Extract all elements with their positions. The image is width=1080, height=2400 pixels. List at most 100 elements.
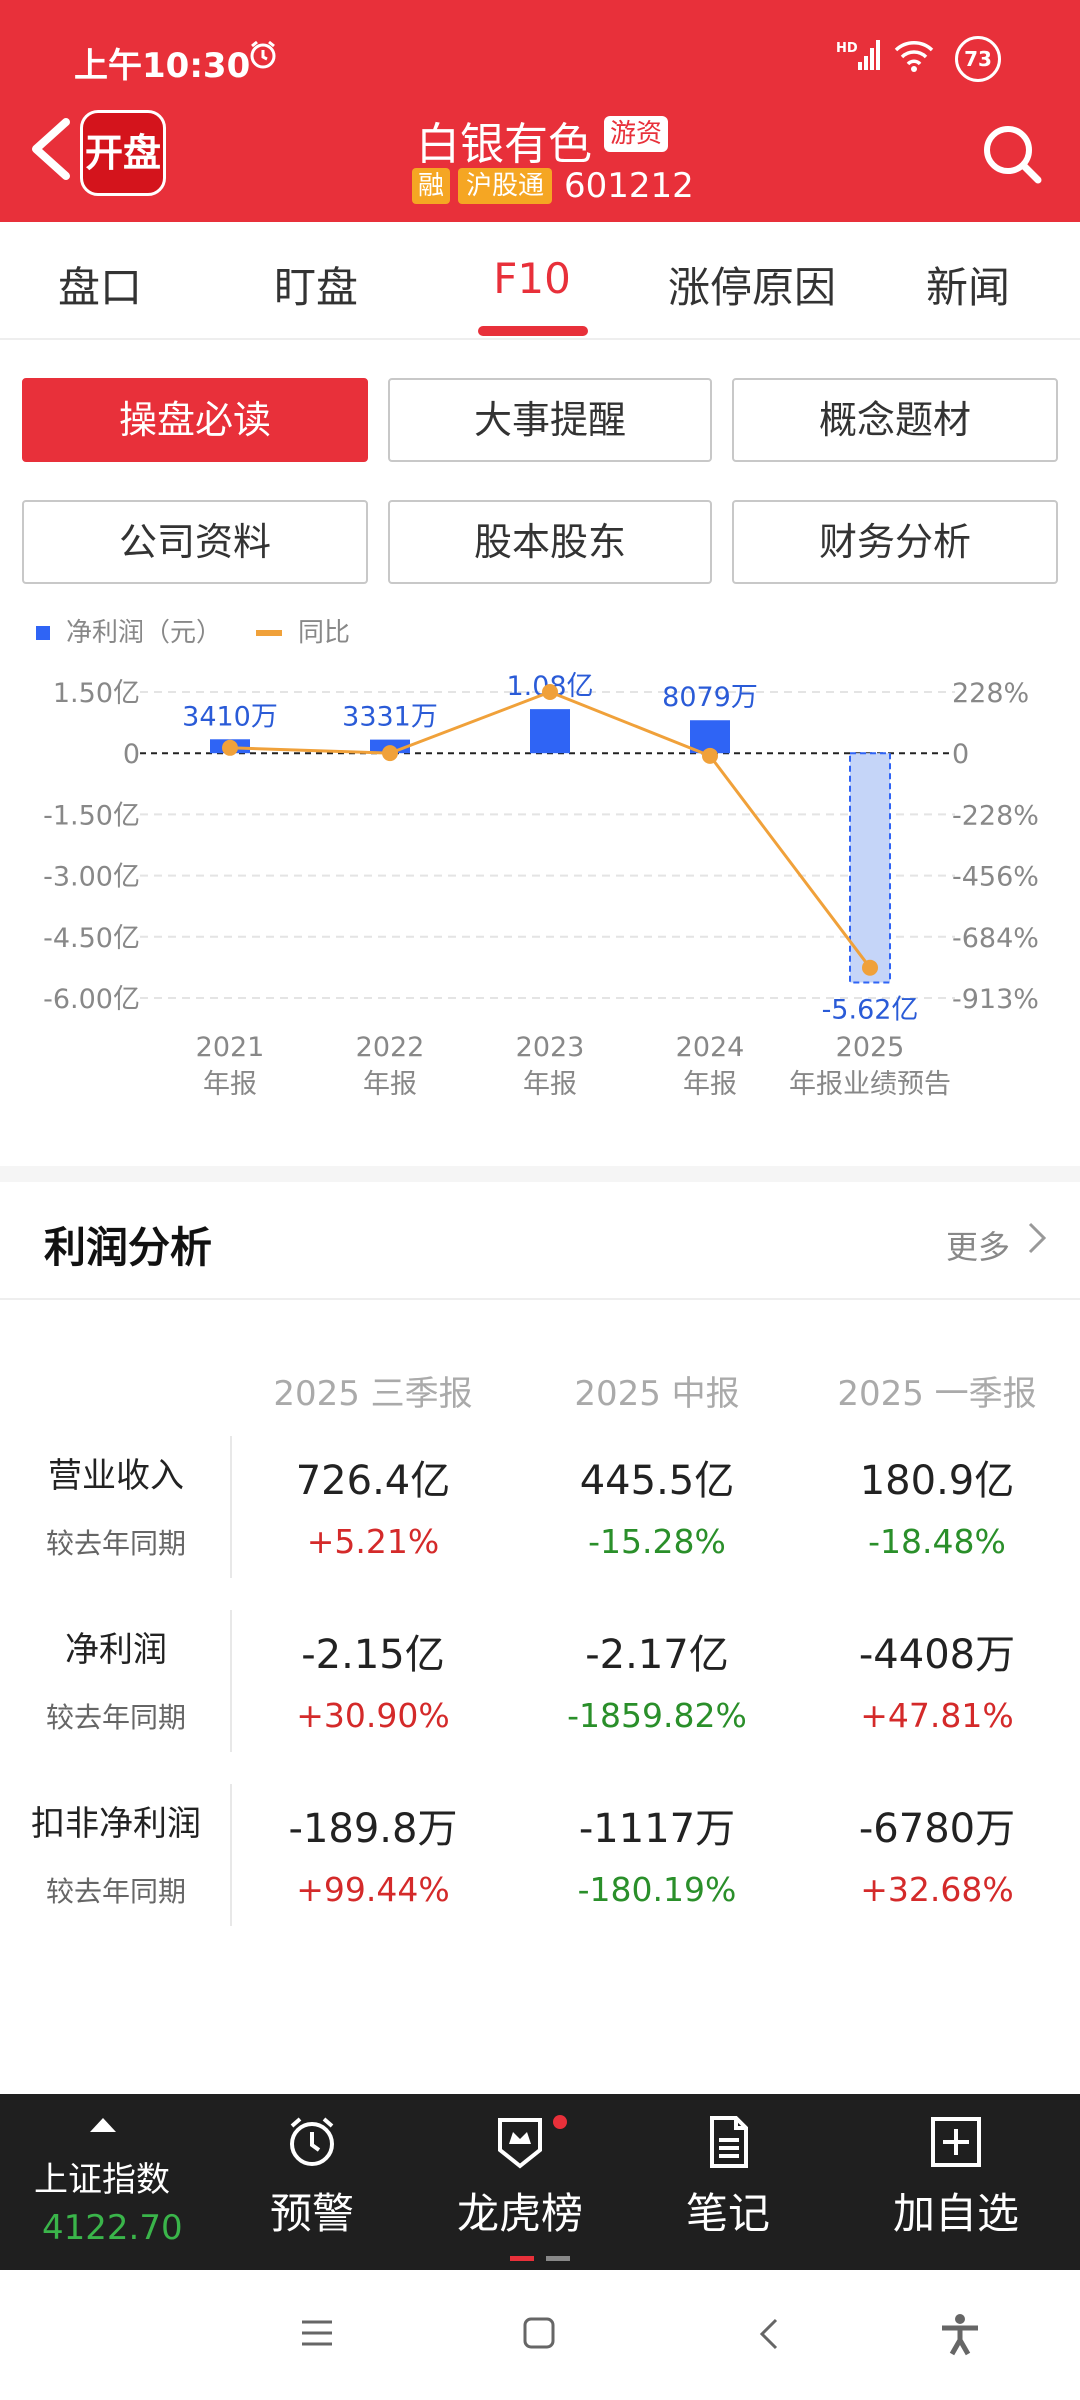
dragon-tiger-list-button[interactable]: 龙虎榜 [430,2094,610,2270]
y-right-tick: 0 [952,739,969,770]
cell-change: +99.44% [296,1870,450,1909]
stock-code: 601212 [564,166,694,206]
bar-net-profit [690,720,730,754]
cell-change: +47.81% [860,1696,1014,1735]
row-divider [230,1436,232,1578]
y-right-tick: -456% [952,862,1039,893]
signal-icon: HD [836,38,880,76]
y-left-tick: -4.50亿 [43,923,140,954]
tab-limit-up-reason[interactable]: 涨停原因 [667,263,836,312]
bar-data-label: 8079万 [662,682,758,713]
dragon-tiger-label: 龙虎榜 [456,2189,583,2238]
shanghai-connect-tag: 沪股通 [458,168,553,204]
add-watchlist-label: 加自选 [892,2189,1019,2238]
active-tab-indicator [478,326,588,336]
cell-change: +32.68% [860,1870,1014,1909]
cell-value: -189.8万 [288,1806,458,1852]
bar-data-label: -5.62亿 [822,994,919,1025]
cell-value: -2.15亿 [301,1632,445,1678]
bar-data-label: 3331万 [342,702,438,733]
wifi-icon [894,38,934,76]
y-left-tick: 1.50亿 [53,678,140,709]
yoy-point [702,747,718,764]
crown-shield-icon [492,2114,548,2174]
btn-event-reminder[interactable]: 大事提醒 [388,378,712,462]
row-sublabel: 较去年同期 [45,1527,186,1560]
btn-shareholders[interactable]: 股本股东 [388,500,712,584]
yoy-point [222,739,238,756]
system-nav-bar [0,2270,1080,2400]
search-icon [984,126,1042,184]
btn-financial-analysis[interactable]: 财务分析 [732,500,1058,584]
notes-label: 笔记 [685,2189,770,2238]
index-name: 上证指数 [34,2160,170,2200]
cell-change: -1859.82% [567,1696,747,1735]
more-link[interactable]: 更多 [946,1228,1011,1266]
y-right-tick: -684% [952,923,1039,954]
yoy-point [542,684,558,700]
x-tick-year: 2024 [676,1032,745,1063]
menu-icon[interactable] [300,2318,334,2352]
chevron-right-icon[interactable] [1024,1218,1050,1262]
tab-f10[interactable]: F10 [493,254,571,303]
index-value: 4122.70 [42,2208,183,2248]
pager-indicator [546,2256,570,2261]
home-icon[interactable] [522,2316,556,2354]
notes-button[interactable]: 笔记 [638,2094,818,2270]
tab-divider [0,338,1080,340]
margin-tag: 融 [412,168,451,204]
legend-swatch-net-profit [36,626,50,640]
column-header: 2025 一季报 [837,1374,1037,1414]
cell-change: -18.48% [868,1522,1006,1561]
row-label-net-profit: 净利润 [65,1630,167,1670]
section-gap [0,1166,1080,1182]
tab-pankou[interactable]: 盘口 [57,263,142,312]
y-right-tick: -913% [952,984,1039,1015]
row-sublabel: 较去年同期 [45,1875,186,1908]
back-button[interactable] [28,118,74,184]
btn-trading-must-read[interactable]: 操盘必读 [22,378,368,462]
accessibility-icon[interactable] [938,2312,982,2360]
back-nav-icon[interactable] [756,2316,780,2356]
x-tick-period: 年报业绩预告 [789,1069,951,1100]
cell-change: +30.90% [296,1696,450,1735]
app-header: 上午10:30 HD 73 开盘 白银有色 游资 融 沪股通 601212 [0,0,1080,222]
bar-data-label: 3410万 [182,701,278,732]
cell-change: +5.21% [306,1522,440,1561]
x-tick-period: 年报 [363,1069,417,1100]
battery-indicator: 73 [955,36,1001,82]
row-label-revenue: 营业收入 [48,1456,184,1496]
y-right-tick: -228% [952,800,1039,831]
cell-value: -2.17亿 [585,1632,729,1678]
column-header: 2025 三季报 [273,1374,473,1414]
yoy-point [862,959,878,976]
app-logo[interactable]: 开盘 [80,110,166,196]
plus-box-icon [928,2114,984,2174]
alert-button[interactable]: 预警 [222,2094,402,2270]
svg-text:HD: HD [836,41,858,56]
add-watchlist-button[interactable]: 加自选 [866,2094,1046,2270]
yoy-point [382,745,398,762]
chevron-left-icon [32,118,70,180]
alarm-clock-icon [284,2114,340,2174]
search-button[interactable] [980,122,1044,190]
cell-value: -4408万 [858,1632,1016,1678]
bar-net-profit [849,752,891,984]
tab-news[interactable]: 新闻 [925,263,1010,312]
btn-company-info[interactable]: 公司资料 [22,500,368,584]
notification-dot [553,2115,567,2129]
x-tick-year: 2022 [356,1032,425,1063]
note-icon [700,2114,756,2174]
index-ticker[interactable]: 上证指数 4122.70 [0,2094,210,2270]
y-left-tick: -3.00亿 [43,862,140,893]
bottom-toolbar: 上证指数 4122.70 预警 龙虎榜 笔记 加自选 [0,2094,1080,2270]
btn-concept-theme[interactable]: 概念题材 [732,378,1058,462]
legend-label-net-profit: 净利润（元） [66,618,222,648]
tab-dingpan[interactable]: 盯盘 [273,263,358,312]
cell-value: 445.5亿 [579,1458,735,1504]
stock-name: 白银有色 [416,119,592,170]
row-label-deducted-net-profit: 扣非净利润 [31,1804,201,1844]
x-tick-year: 2025 [836,1032,905,1063]
column-header: 2025 中报 [574,1374,740,1414]
row-sublabel: 较去年同期 [45,1701,186,1734]
